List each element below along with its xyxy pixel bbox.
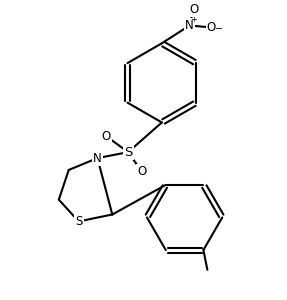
Text: +: + [190,15,197,24]
Text: −: − [215,24,223,34]
Text: S: S [75,215,82,228]
Text: O: O [189,3,198,16]
Text: O: O [207,21,216,34]
Text: N: N [93,152,102,165]
Text: O: O [137,165,147,178]
Text: S: S [124,146,132,159]
Text: O: O [102,130,111,143]
Text: N: N [185,19,194,32]
